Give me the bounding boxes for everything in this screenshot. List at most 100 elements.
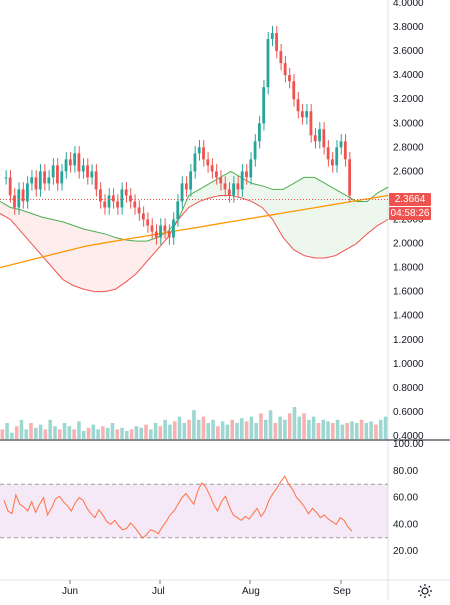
- candle-body: [292, 81, 296, 100]
- candle-body: [146, 219, 150, 226]
- candle-body: [288, 75, 291, 82]
- volume-bar: [259, 413, 263, 439]
- rsi-tick-label: 20.00: [393, 546, 418, 557]
- candle-body: [107, 195, 111, 208]
- volume-bar: [220, 421, 225, 439]
- rsi-pane[interactable]: [0, 475, 388, 539]
- volume-bar: [19, 419, 24, 439]
- volume-bar: [192, 410, 196, 439]
- volume-bar: [115, 429, 120, 439]
- candle-body: [34, 177, 38, 190]
- volume-bar: [77, 421, 81, 439]
- candle-body: [90, 171, 94, 178]
- candle-body: [133, 201, 137, 208]
- volume-bar: [302, 413, 306, 439]
- volume-bar: [206, 423, 211, 439]
- volume-bar: [96, 429, 100, 439]
- candle-body: [227, 189, 231, 196]
- ichimoku-cloud-segment: [125, 239, 137, 283]
- candle-body: [103, 201, 107, 208]
- ichimoku-cloud-segment: [41, 217, 53, 268]
- volume-bar: [0, 429, 5, 439]
- volume-bar: [216, 426, 220, 439]
- volume-bar: [29, 423, 33, 439]
- volume-bar: [101, 426, 105, 439]
- candle-body: [197, 147, 201, 154]
- price-tick-label: 1.4000: [393, 311, 424, 322]
- candle-body: [47, 177, 51, 184]
- candle-body: [167, 231, 171, 238]
- candle-body: [193, 153, 197, 172]
- volume-bar: [129, 429, 134, 439]
- volume-bar: [378, 419, 383, 439]
- candle-body: [17, 189, 21, 208]
- candle-body: [25, 183, 29, 202]
- rsi-axis[interactable]: 100.00 80.00 60.00 40.00 20.00: [393, 439, 424, 557]
- time-tick-label: Sep: [333, 586, 351, 597]
- candle-body: [51, 165, 55, 178]
- candle-body: [257, 123, 261, 142]
- candle-body: [120, 189, 124, 208]
- time-axis[interactable]: Jun Jul Aug Sep: [62, 580, 351, 597]
- price-axis[interactable]: 4.0000 3.8000 3.6000 3.4000 3.2000 3.0000 2.80…: [393, 0, 424, 442]
- rsi-tick-label: 40.00: [393, 519, 418, 530]
- ichimoku-cloud-segment: [10, 207, 21, 232]
- volume-bar: [158, 426, 163, 439]
- candle-body: [159, 225, 162, 238]
- volume-bar: [225, 424, 230, 439]
- volume-bar: [235, 423, 239, 439]
- candle-body: [210, 165, 214, 172]
- ichimoku-cloud-segment: [293, 177, 305, 256]
- candle-body: [245, 171, 248, 178]
- candle-body: [137, 207, 141, 214]
- candle-body: [326, 147, 330, 160]
- volume-bar: [268, 410, 273, 439]
- volume-bar: [38, 424, 43, 439]
- ichimoku-cloud-segment: [20, 209, 32, 244]
- cloud-upper-line: [0, 170, 389, 242]
- candle-body: [206, 159, 210, 166]
- volume-bar: [230, 419, 235, 439]
- settings-button[interactable]: [417, 583, 433, 599]
- ichimoku-cloud-segment: [325, 183, 336, 258]
- candle-body: [270, 33, 274, 40]
- candle-body: [236, 183, 240, 190]
- price-tick-label: 1.8000: [393, 263, 424, 274]
- candle-body: [249, 159, 253, 178]
- price-tick-label: 3.0000: [393, 118, 424, 129]
- ichimoku-cloud-segment: [83, 229, 95, 292]
- gear-icon: [418, 584, 432, 598]
- cloud-lower-line: [0, 194, 389, 293]
- ichimoku-cloud-segment: [31, 213, 42, 256]
- volume-bar: [374, 424, 378, 439]
- volume-bar: [148, 429, 153, 439]
- ichimoku-cloud-segment: [377, 187, 388, 226]
- volume-bar: [369, 421, 373, 439]
- candle-body: [21, 189, 25, 202]
- candle-body: [56, 165, 59, 184]
- ichimoku-cloud-segment: [314, 177, 326, 258]
- volume-bar: [211, 419, 215, 439]
- candle-body: [215, 171, 218, 178]
- candle-body: [73, 153, 77, 166]
- rsi-line: [3, 475, 353, 539]
- candle-body: [339, 141, 343, 148]
- candle-body: [116, 201, 119, 208]
- volume-bar: [139, 427, 144, 439]
- volume-bar: [297, 416, 302, 439]
- volume-bar: [172, 421, 177, 439]
- volume-bar: [105, 427, 110, 439]
- rsi-tick-label: 80.00: [393, 466, 418, 477]
- candle-body: [94, 171, 98, 190]
- price-tick-label: 3.8000: [393, 22, 424, 33]
- candle-body: [335, 147, 339, 166]
- volume-bar: [273, 423, 278, 439]
- volume-bar: [43, 429, 48, 439]
- candle-body: [68, 159, 72, 166]
- volume-bar: [144, 424, 148, 439]
- price-pane[interactable]: [0, 25, 389, 439]
- price-tick-label: 1.0000: [393, 359, 424, 370]
- candle-body: [38, 171, 42, 190]
